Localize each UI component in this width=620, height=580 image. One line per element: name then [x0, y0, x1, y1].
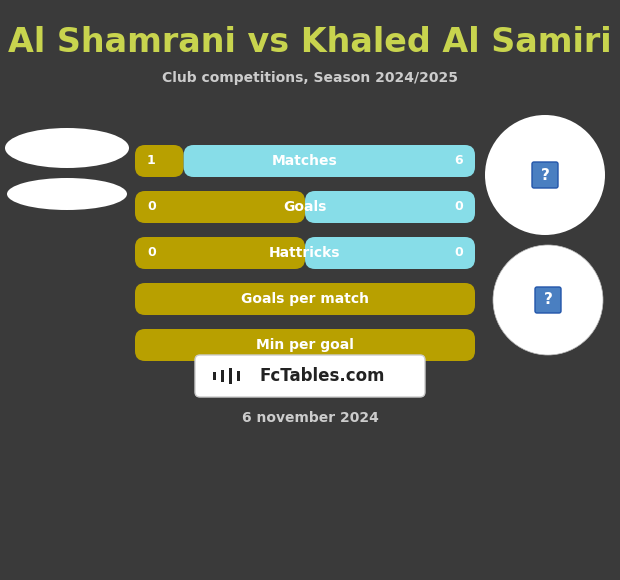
Text: 0: 0: [454, 201, 463, 213]
Text: ?: ?: [544, 292, 552, 307]
FancyBboxPatch shape: [535, 287, 561, 313]
FancyBboxPatch shape: [135, 237, 305, 269]
FancyBboxPatch shape: [532, 162, 558, 188]
Text: ?: ?: [541, 168, 549, 183]
FancyBboxPatch shape: [135, 329, 475, 361]
Text: FcTables.com: FcTables.com: [259, 367, 385, 385]
Text: Hattricks: Hattricks: [269, 246, 341, 260]
Ellipse shape: [5, 128, 129, 168]
Circle shape: [493, 245, 603, 355]
FancyBboxPatch shape: [305, 237, 475, 269]
Ellipse shape: [7, 178, 127, 210]
Text: 0: 0: [454, 246, 463, 259]
Circle shape: [485, 115, 605, 235]
Text: Min per goal: Min per goal: [256, 338, 354, 352]
FancyBboxPatch shape: [229, 368, 232, 384]
FancyBboxPatch shape: [305, 191, 475, 223]
FancyBboxPatch shape: [213, 372, 216, 380]
FancyBboxPatch shape: [237, 371, 240, 381]
FancyBboxPatch shape: [135, 191, 305, 223]
Text: Matches: Matches: [272, 154, 338, 168]
FancyBboxPatch shape: [195, 355, 425, 397]
Text: 6: 6: [454, 154, 463, 168]
Text: 0: 0: [147, 246, 156, 259]
Text: 1: 1: [147, 154, 156, 168]
Text: Al Shamrani vs Khaled Al Samiri: Al Shamrani vs Khaled Al Samiri: [8, 26, 612, 59]
FancyBboxPatch shape: [135, 283, 475, 315]
Text: Goals per match: Goals per match: [241, 292, 369, 306]
Text: 0: 0: [147, 201, 156, 213]
Text: Goals: Goals: [283, 200, 327, 214]
FancyBboxPatch shape: [135, 145, 184, 177]
Text: 6 november 2024: 6 november 2024: [242, 411, 378, 425]
FancyBboxPatch shape: [184, 145, 475, 177]
Text: Club competitions, Season 2024/2025: Club competitions, Season 2024/2025: [162, 71, 458, 85]
FancyBboxPatch shape: [221, 370, 224, 382]
